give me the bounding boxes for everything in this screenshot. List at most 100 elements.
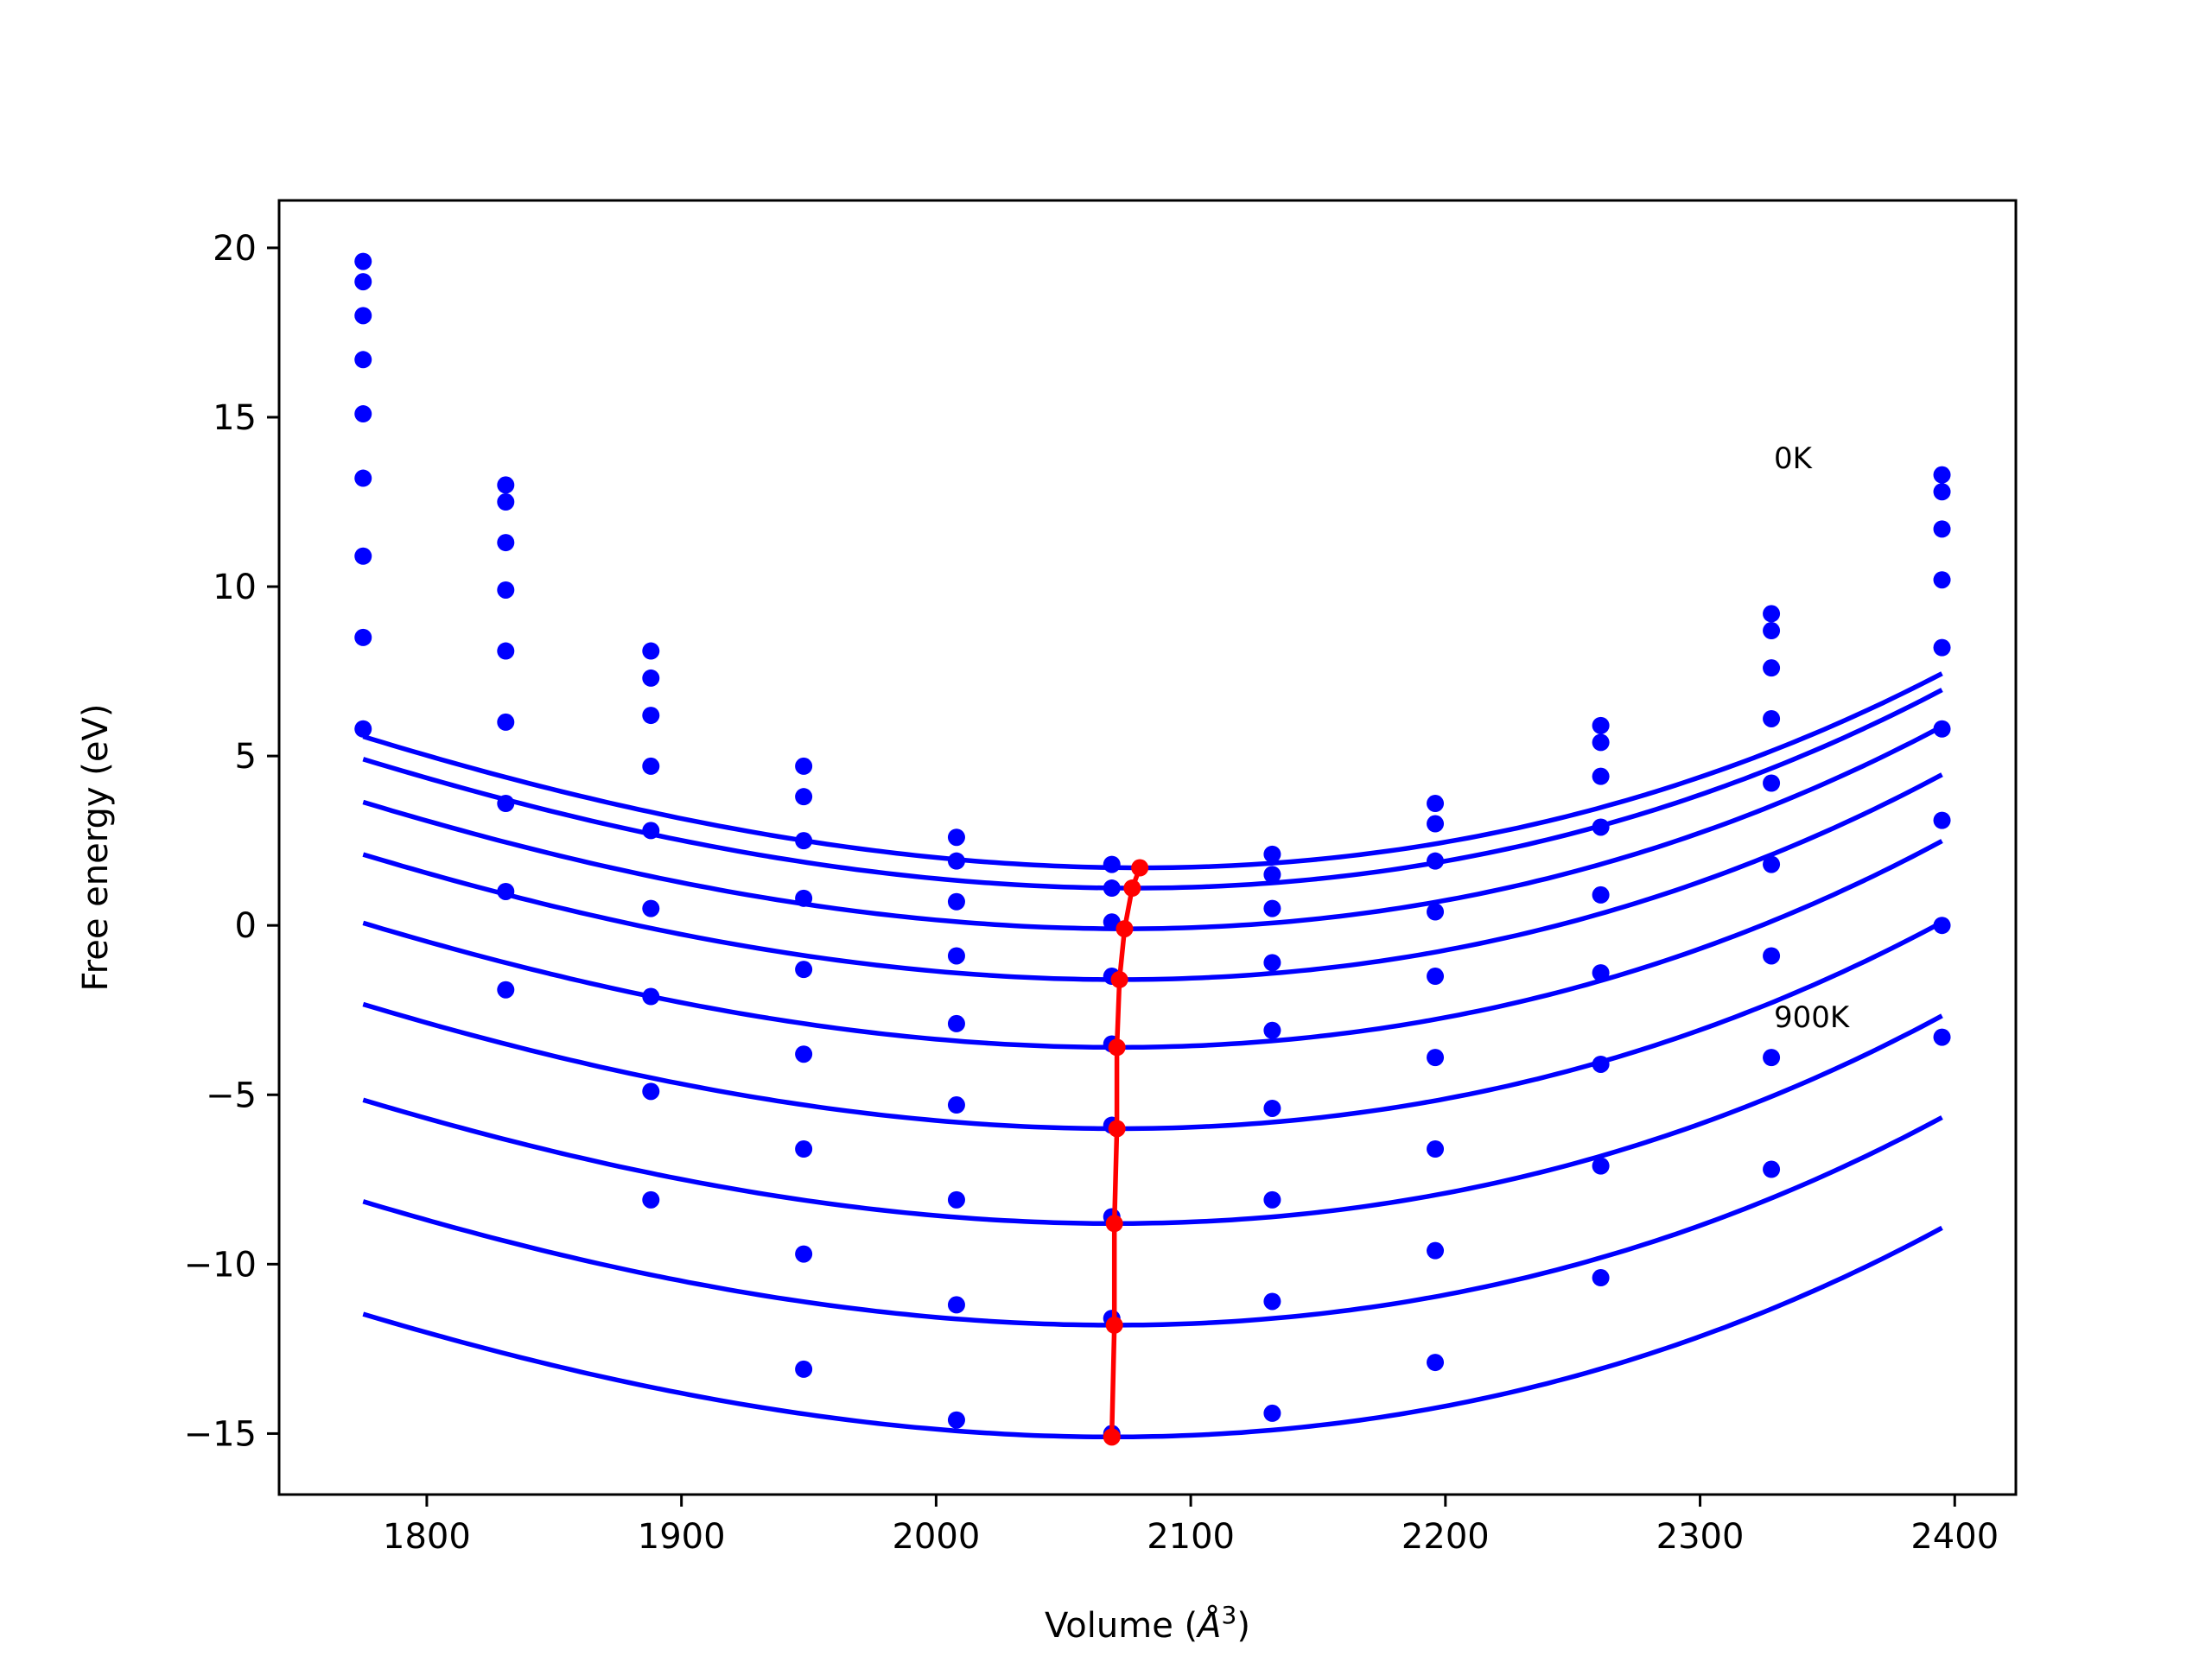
data-point — [1763, 622, 1781, 640]
data-point — [497, 642, 515, 660]
data-point — [947, 1190, 965, 1209]
x-tick-label: 2400 — [1910, 1517, 1999, 1557]
data-point — [1592, 964, 1610, 982]
x-tick-label: 2100 — [1147, 1517, 1235, 1557]
y-tick-label: 20 — [213, 229, 257, 269]
series — [354, 469, 1951, 1134]
data-point — [1263, 899, 1281, 917]
data-point — [795, 1245, 813, 1263]
data-point — [795, 1360, 813, 1378]
data-point — [1592, 1269, 1610, 1287]
data-point — [354, 720, 372, 738]
plot-marks — [354, 252, 1951, 1446]
temperature-annotation: 0K — [1774, 441, 1814, 476]
data-point — [1933, 811, 1951, 829]
series — [354, 628, 1951, 1328]
series-line — [362, 1225, 1943, 1440]
y-tick-label: 15 — [213, 398, 257, 438]
data-point — [1933, 638, 1951, 657]
minimum-point — [1105, 1215, 1123, 1233]
data-point — [642, 707, 660, 725]
x-tick-label: 2000 — [892, 1517, 980, 1557]
minimum-point — [1131, 859, 1149, 877]
data-point — [795, 757, 813, 775]
series — [354, 720, 1951, 1443]
x-tick-label: 1800 — [383, 1517, 471, 1557]
data-point — [1933, 720, 1951, 738]
data-point — [1427, 1140, 1445, 1158]
data-point — [1763, 1049, 1781, 1067]
data-point — [1933, 466, 1951, 484]
data-point — [947, 947, 965, 965]
data-point — [1427, 903, 1445, 921]
data-point — [1263, 1404, 1281, 1422]
data-point — [795, 1140, 813, 1158]
data-point — [1933, 917, 1951, 935]
data-point — [1427, 815, 1445, 833]
x-tick-label: 2300 — [1656, 1517, 1745, 1557]
data-point — [1263, 1292, 1281, 1311]
data-point — [1427, 968, 1445, 986]
data-point — [497, 981, 515, 999]
data-point — [947, 1096, 965, 1114]
data-point — [947, 852, 965, 870]
series-line — [362, 839, 1943, 1050]
series-line — [362, 724, 1943, 931]
data-point — [1592, 1055, 1610, 1073]
series-line — [362, 688, 1943, 891]
axes-frame — [277, 199, 2018, 1496]
data-point — [1763, 605, 1781, 623]
data-point — [1103, 913, 1121, 931]
data-point — [947, 1296, 965, 1314]
data-point — [947, 1014, 965, 1032]
data-point — [497, 882, 515, 900]
data-point — [795, 961, 813, 979]
data-point — [1592, 716, 1610, 734]
data-point — [642, 822, 660, 840]
y-axis: 20 15 10 5 0 −5 −10 −15 — [184, 229, 279, 1454]
series — [354, 547, 1951, 1227]
data-point — [354, 252, 372, 270]
data-point — [1427, 1049, 1445, 1067]
y-tick-label: 0 — [235, 906, 257, 946]
data-point — [354, 469, 372, 487]
data-point — [795, 788, 813, 806]
data-point — [1427, 1241, 1445, 1260]
data-point — [795, 832, 813, 850]
data-point — [1427, 852, 1445, 870]
series-line — [362, 1115, 1943, 1328]
data-point — [354, 405, 372, 423]
data-point — [497, 713, 515, 731]
data-point — [947, 892, 965, 911]
data-point — [1427, 795, 1445, 813]
series-line — [362, 1013, 1943, 1227]
y-tick-label: −5 — [206, 1076, 257, 1115]
data-point — [795, 1045, 813, 1063]
data-point — [642, 899, 660, 917]
data-point — [1592, 767, 1610, 785]
y-tick-label: 10 — [213, 568, 257, 607]
data-point — [1933, 483, 1951, 501]
y-axis-label: Free energy (eV) — [76, 704, 116, 992]
minimum-point — [1108, 1120, 1126, 1138]
data-point — [1763, 774, 1781, 792]
data-point — [947, 828, 965, 847]
series — [354, 307, 1951, 931]
data-point — [1763, 659, 1781, 677]
series — [354, 252, 1951, 873]
minimum-curve — [1103, 859, 1149, 1446]
data-point — [1263, 954, 1281, 972]
data-point — [642, 1190, 660, 1209]
data-point — [354, 351, 372, 369]
x-tick-label: 1900 — [638, 1517, 726, 1557]
data-point — [497, 795, 515, 813]
data-point — [1933, 520, 1951, 538]
data-point — [1763, 947, 1781, 965]
minimum-point — [1123, 879, 1141, 898]
data-point — [642, 1082, 660, 1101]
series-line — [362, 772, 1943, 982]
minimum-point — [1108, 1038, 1126, 1057]
x-axis-label: Volume (Å3) — [1045, 1601, 1250, 1646]
